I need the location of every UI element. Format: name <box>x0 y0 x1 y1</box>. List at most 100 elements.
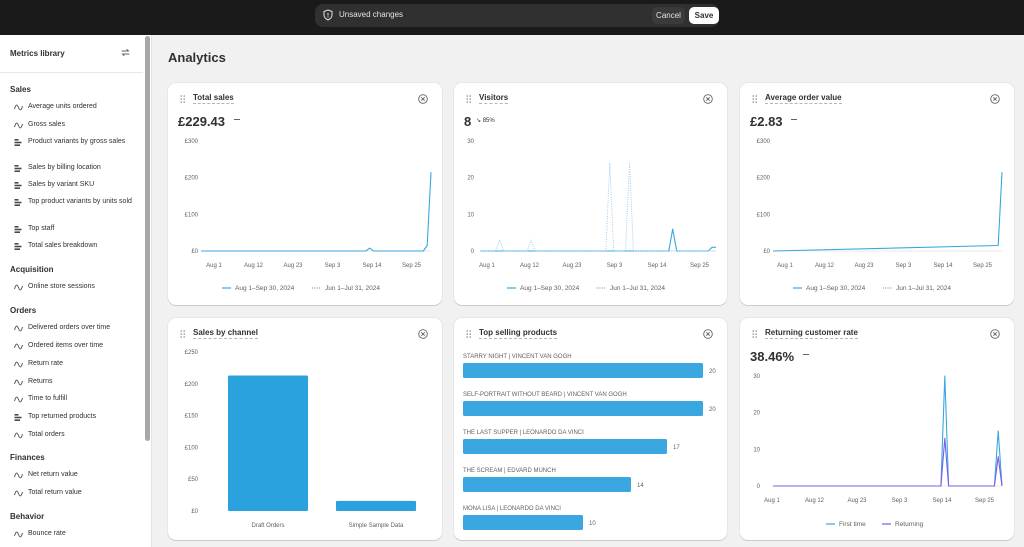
swap-icon[interactable] <box>120 47 131 58</box>
close-icon[interactable] <box>990 329 1000 339</box>
metric-label: Top product variants by units sold <box>28 198 132 205</box>
bar-value-label: 17 <box>673 445 680 451</box>
bar-2 <box>463 439 667 454</box>
x-tick-label: Aug 1 <box>206 263 222 269</box>
card-title[interactable]: Total sales <box>193 93 234 104</box>
legend-label: Jun 1–Jul 31, 2024 <box>325 285 380 292</box>
bar-chart-icon <box>14 139 22 146</box>
close-icon[interactable] <box>703 329 713 339</box>
y-tick-label: 0 <box>471 249 475 255</box>
y-tick-label: £200 <box>185 176 199 182</box>
card-title[interactable]: Visitors <box>479 93 509 104</box>
bar-0 <box>463 363 703 378</box>
cancel-button[interactable]: Cancel <box>652 7 685 24</box>
metric-label: Product variants by gross sales <box>28 138 126 145</box>
line-chart-icon <box>14 472 23 479</box>
bar-chart-icon <box>14 414 22 421</box>
series-line-0 <box>480 228 716 252</box>
product-label: STARRY NIGHT | VINCENT VAN GOGH <box>463 354 572 360</box>
metric-top-staff[interactable]: Top staff <box>14 225 140 234</box>
legend-label: Aug 1–Sep 30, 2024 <box>806 285 866 292</box>
metric-top-product-variants-by-units-sold[interactable]: Top product variants by units sold <box>14 198 140 207</box>
total-sales-line-chart: £300 £200 £100 £0 Aug 1 Aug 12 Aug 23 Sep 3 Sep … <box>185 139 432 292</box>
metric-top-returned-products[interactable]: Top returned products <box>14 413 140 422</box>
line-chart-icon <box>14 531 23 538</box>
card-title[interactable]: Average order value <box>765 93 842 104</box>
bar-4 <box>463 515 583 530</box>
line-chart-icon <box>14 396 23 403</box>
top-selling-bar-chart: STARRY NIGHT | VINCENT VAN GOGH 20 SELF-PO… <box>463 354 716 530</box>
x-tick-label: Aug 23 <box>854 263 874 269</box>
metric-product-variants-by-gross-sales[interactable]: Product variants by gross sales <box>14 138 140 147</box>
section-behavior: Behavior <box>10 512 45 521</box>
line-chart-icon <box>14 361 23 368</box>
close-icon[interactable] <box>703 94 713 104</box>
drag-handle-icon[interactable] <box>752 95 758 103</box>
metric-bounce-rate[interactable]: Bounce rate <box>14 530 140 539</box>
metric-sales-by-billing-location[interactable]: Sales by billing location <box>14 164 140 173</box>
y-tick-label: £0 <box>763 249 770 255</box>
drag-handle-icon[interactable] <box>466 330 472 338</box>
card-title[interactable]: Returning customer rate <box>765 328 858 339</box>
drag-handle-icon[interactable] <box>180 95 186 103</box>
product-label: SELF-PORTRAIT WITHOUT BEARD | VINCENT VA… <box>463 392 627 398</box>
product-label: THE SCREAM | EDVARD MUNCH <box>463 468 556 474</box>
close-icon[interactable] <box>418 94 428 104</box>
line-chart-icon <box>14 432 23 439</box>
metric-total-orders[interactable]: Total orders <box>14 431 140 440</box>
metric-average-units-ordered[interactable]: Average units ordered <box>14 103 140 112</box>
card-top-selling-products: Top selling products STARRY NIGHT | VINC… <box>454 318 727 540</box>
series-line-0 <box>201 172 432 252</box>
sidebar-scrollbar[interactable] <box>145 36 150 441</box>
save-button[interactable]: Save <box>689 7 719 24</box>
bar-chart-icon <box>14 199 22 206</box>
y-tick-label: £250 <box>185 350 199 356</box>
metric-label: Top returned products <box>28 413 97 420</box>
arrow-down-right-icon: ↘ <box>476 118 482 124</box>
metric-ordered-items-over-time[interactable]: Ordered items over time <box>14 342 140 351</box>
top-bar: Unsaved changes Cancel Save <box>0 0 1024 35</box>
drag-handle-icon[interactable] <box>752 330 758 338</box>
card-title[interactable]: Top selling products <box>479 328 558 339</box>
bar-chart-icon <box>14 182 22 189</box>
metric-total-return-value[interactable]: Total return value <box>14 489 140 498</box>
drag-handle-icon[interactable] <box>180 330 186 338</box>
metric-delivered-orders-over-time[interactable]: Delivered orders over time <box>14 324 140 333</box>
metric-label: Gross sales <box>28 121 65 128</box>
metric-time-to-fulfill[interactable]: Time to fulfill <box>14 395 140 404</box>
x-tick-label: Aug 12 <box>520 263 540 269</box>
metrics-library-sidebar: Metrics library Sales Average units orde… <box>0 35 152 547</box>
metric-return-rate[interactable]: Return rate <box>14 360 140 369</box>
sales-by-channel-bar-chart: £250 £200 £150 £100 £50 £0 Draft Orders Simple … <box>185 350 416 529</box>
metric-total-sales-breakdown[interactable]: Total sales breakdown <box>14 242 140 251</box>
legend-label: Aug 1–Sep 30, 2024 <box>235 285 295 292</box>
x-tick-label: Sep 3 <box>325 263 341 269</box>
x-tick-label: Sep 14 <box>647 263 667 269</box>
bar-1 <box>336 500 416 511</box>
metric-online-store-sessions[interactable]: Online store sessions <box>14 283 140 292</box>
y-tick-label: £200 <box>757 176 771 182</box>
metric-label: Delivered orders over time <box>28 324 111 331</box>
section-orders: Orders <box>10 306 37 315</box>
metric-label: Net return value <box>28 471 78 478</box>
x-category-label: Simple Sample Data <box>349 523 404 529</box>
y-tick-label: 20 <box>753 411 760 417</box>
x-tick-label: Aug 23 <box>847 498 867 504</box>
drag-handle-icon[interactable] <box>466 95 472 103</box>
bar-value-label: 20 <box>709 407 716 413</box>
unsaved-message: Unsaved changes <box>339 10 404 19</box>
close-icon[interactable] <box>990 94 1000 104</box>
y-tick-label: 20 <box>467 176 474 182</box>
x-tick-label: Sep 25 <box>402 263 422 269</box>
metric-sales-by-variant-sku[interactable]: Sales by variant SKU <box>14 181 140 190</box>
bar-3 <box>463 477 631 492</box>
y-tick-label: £100 <box>185 445 199 451</box>
card-title[interactable]: Sales by channel <box>193 328 258 339</box>
metric-label: Return rate <box>28 360 64 367</box>
metric-net-return-value[interactable]: Net return value <box>14 471 140 480</box>
metric-gross-sales[interactable]: Gross sales <box>14 121 140 130</box>
x-tick-label: Sep 25 <box>690 263 710 269</box>
metric-returns[interactable]: Returns <box>14 378 140 387</box>
bar-value-label: 20 <box>709 369 716 375</box>
close-icon[interactable] <box>418 329 428 339</box>
